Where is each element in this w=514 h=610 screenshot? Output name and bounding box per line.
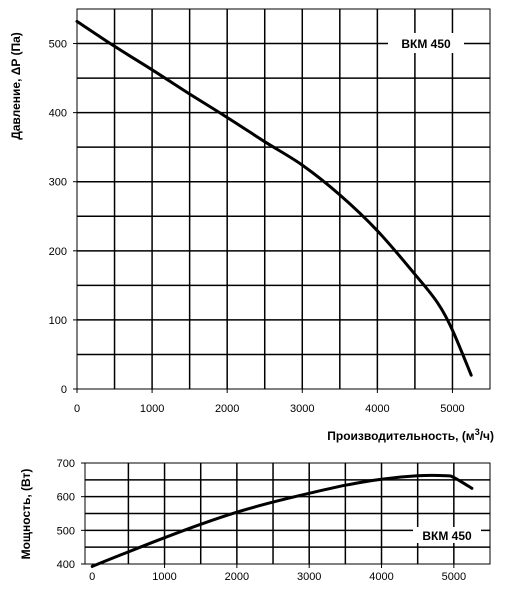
y-tick-label: 500 <box>49 39 67 51</box>
x-tick-label: 1000 <box>140 403 164 415</box>
y-tick-label: 700 <box>57 458 75 470</box>
x-tick-label: 4000 <box>365 403 389 415</box>
pressure-grid <box>77 9 490 389</box>
pressure-chart: 0 1000 2000 3000 4000 5000 0 100 200 300 400 500 В… <box>9 8 494 443</box>
x-tick-label: 1000 <box>152 571 176 583</box>
y-tick-label: 400 <box>49 108 67 120</box>
y-tick-label: 500 <box>57 525 75 537</box>
pressure-plot-frame <box>76 8 491 390</box>
y-tick-label: 600 <box>57 492 75 504</box>
power-series-label: ВКМ 450 <box>422 529 472 543</box>
pressure-x-axis-label: Производительность, (м3/ч) <box>327 427 494 443</box>
x-tick-label: 0 <box>89 571 95 583</box>
pressure-curve <box>75 19 473 377</box>
y-tick-label: 300 <box>49 177 67 189</box>
x-tick-label: 3000 <box>297 571 321 583</box>
x-tick-label: 3000 <box>290 403 314 415</box>
y-tick-label: 100 <box>49 315 67 327</box>
power-y-ticks: 400 500 600 700 <box>57 458 85 571</box>
power-series-label-bg <box>413 527 481 543</box>
pressure-series-label-bg <box>388 33 464 53</box>
power-curve <box>90 473 474 568</box>
y-tick-label: 400 <box>57 559 75 571</box>
power-grid <box>85 463 490 564</box>
x-tick-label: 2000 <box>225 571 249 583</box>
pressure-x-ticks: 0 1000 2000 3000 4000 5000 <box>74 389 465 415</box>
y-tick-label: 200 <box>49 246 67 258</box>
x-tick-label: 4000 <box>369 571 393 583</box>
power-x-ticks: 0 1000 2000 3000 4000 5000 <box>89 564 466 583</box>
pressure-y-ticks: 0 100 200 300 400 500 <box>49 39 77 396</box>
x-tick-label: 2000 <box>215 403 239 415</box>
power-y-axis-label: Мощность, (Вт) <box>19 469 33 560</box>
x-tick-label: 0 <box>74 403 80 415</box>
x-tick-label: 5000 <box>442 571 466 583</box>
y-tick-label: 0 <box>61 384 67 396</box>
pressure-series-label: ВКМ 450 <box>401 37 451 51</box>
pressure-y-axis-label: Давление, ΔP (Па) <box>9 32 23 140</box>
power-chart: 0 1000 2000 3000 4000 5000 400 500 600 700 ВКМ 4… <box>19 458 491 583</box>
power-plot-frame <box>84 462 491 565</box>
x-tick-label: 5000 <box>440 403 464 415</box>
